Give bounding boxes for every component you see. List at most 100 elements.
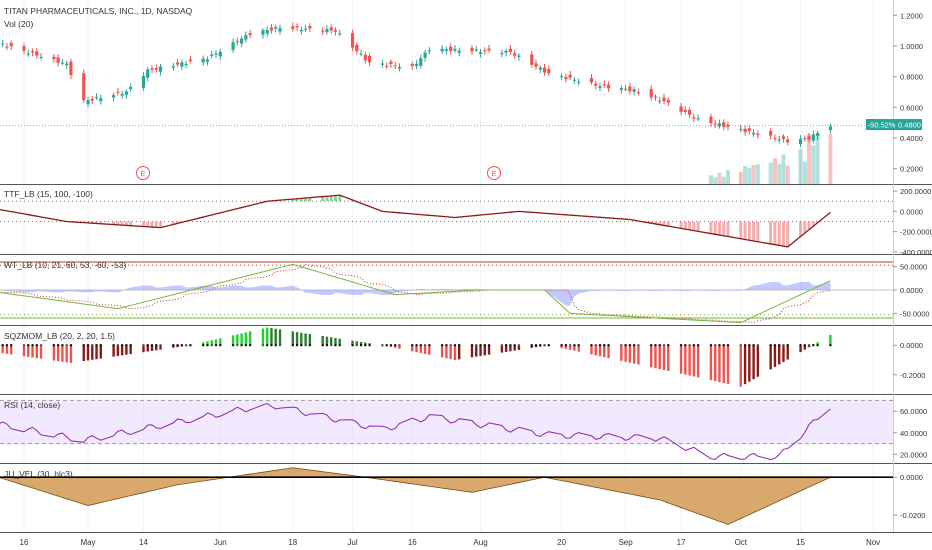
candle-body <box>756 133 760 136</box>
candle-body <box>397 66 402 69</box>
volume-bar <box>802 161 807 184</box>
sqzmom-dot <box>129 344 132 347</box>
sqzmom-bar <box>116 345 120 356</box>
volume-bar <box>721 176 726 184</box>
candle-body <box>210 54 214 56</box>
sqzmom-bar <box>709 345 713 381</box>
sqzmom-dot <box>291 344 294 347</box>
candle-body <box>329 27 333 31</box>
volume-bar <box>811 145 816 184</box>
sqzmom-bar <box>568 345 572 350</box>
sqzmom-bar <box>61 345 64 362</box>
candle-body <box>359 53 363 55</box>
candle-body <box>747 128 751 131</box>
sqzmom-bar <box>65 345 68 363</box>
sqzmom-bar <box>31 345 34 358</box>
candle-body <box>124 91 128 95</box>
rsi-pane[interactable] <box>0 399 893 461</box>
sqzmom-bar <box>266 327 269 346</box>
sqzmom-bar <box>411 345 414 352</box>
ju-vel-pane[interactable] <box>0 467 893 525</box>
candle-body <box>692 117 696 119</box>
sqzmom-dot <box>69 344 73 347</box>
y-tick-label: 0.6000 <box>900 103 923 112</box>
sqzmom-bar <box>35 345 38 359</box>
candle-body <box>589 77 594 83</box>
sqzmom-bar <box>590 345 593 355</box>
sqzmom-dot <box>696 344 700 347</box>
candle-body <box>722 122 726 127</box>
sqzmom-bar <box>458 345 461 360</box>
earnings-marker[interactable]: E <box>136 166 150 180</box>
sqzmom-dot <box>423 344 427 347</box>
sqzmom-bar <box>530 345 533 348</box>
candle-body <box>709 116 713 124</box>
y-tick-label: 1.2000 <box>900 11 923 20</box>
candle-body <box>60 62 64 64</box>
candle-body <box>325 29 329 33</box>
price-axes[interactable]: 1.2000 1.0000 0.8000 0.6000 0.4000 0.2000 200.… <box>893 11 932 520</box>
candle-body <box>385 65 389 67</box>
y-tick-label: 1.0000 <box>900 42 923 51</box>
candle-body <box>56 57 60 63</box>
candle-body <box>205 59 210 62</box>
sqzmom-bar <box>351 340 354 346</box>
candle-body <box>478 52 483 54</box>
sqzmom-bar <box>172 345 175 348</box>
sqzmom-dot <box>266 344 269 347</box>
sqzmom-bar <box>714 345 717 382</box>
x-tick-label: 16 <box>20 538 29 547</box>
sqzmom-bar <box>236 334 239 346</box>
sqzmom-bar <box>509 345 512 352</box>
candle-body <box>803 137 807 139</box>
ttf-pane[interactable] <box>0 194 893 248</box>
wt-main-line <box>0 263 831 324</box>
sqzmom-bar <box>240 333 243 346</box>
volume-bar <box>807 133 812 184</box>
sqzmom-dot <box>679 344 683 347</box>
earnings-marker[interactable]: E <box>487 166 501 180</box>
ttf-fill-negative <box>129 221 133 226</box>
candle-body <box>9 43 13 47</box>
sqzmom-bar <box>513 345 516 351</box>
ttf-fill-negative <box>683 221 687 230</box>
candle-body <box>188 59 192 62</box>
y-tick-label: -400.0000 <box>900 248 932 257</box>
sqzmom-dot <box>411 344 414 347</box>
sqzmom-dot <box>35 344 38 347</box>
candle-body <box>487 48 491 51</box>
time-axis[interactable]: 16May14Jun18Jul16Aug20Sep17Oct15Nov19 <box>20 538 932 547</box>
sqzmom-dot <box>603 344 606 347</box>
candle-body <box>120 94 124 96</box>
ttf-fill-negative <box>95 221 99 224</box>
earnings-label: E <box>491 169 496 178</box>
sqzmom-dot <box>487 344 491 347</box>
sqzmom-bar <box>829 334 832 346</box>
sqzmom-dot <box>219 344 222 347</box>
candle-body <box>393 65 397 67</box>
rsi-band <box>0 400 893 444</box>
candle-body <box>261 30 265 35</box>
sqzmom-dot <box>308 344 312 347</box>
sqzmom-dot <box>539 344 542 347</box>
y-tick-label: -50.0000 <box>900 309 930 318</box>
ttf-fill-negative <box>786 221 790 247</box>
sqzmom-bar <box>500 345 504 353</box>
symbol-title: TITAN PHARMACEUTICALS, INC., 1D, NASDAQ <box>4 6 193 16</box>
sqzmom-pane[interactable] <box>0 327 832 387</box>
sqzmom-bar <box>398 345 401 349</box>
ttf-fill-positive <box>333 195 337 202</box>
candle-body <box>577 81 581 83</box>
candle-body <box>568 74 572 78</box>
price-pane[interactable] <box>0 22 893 184</box>
sqzmom-bar <box>338 338 341 346</box>
sqzmom-bar <box>752 345 755 380</box>
sqzmom-dot <box>479 344 482 347</box>
sqzmom-dot <box>176 344 179 347</box>
sqzmom-dot <box>778 344 781 347</box>
sqzmom-bar <box>1 345 4 354</box>
rsi-line <box>0 402 831 461</box>
wt-pane[interactable] <box>0 261 893 324</box>
candle-body <box>333 30 338 32</box>
